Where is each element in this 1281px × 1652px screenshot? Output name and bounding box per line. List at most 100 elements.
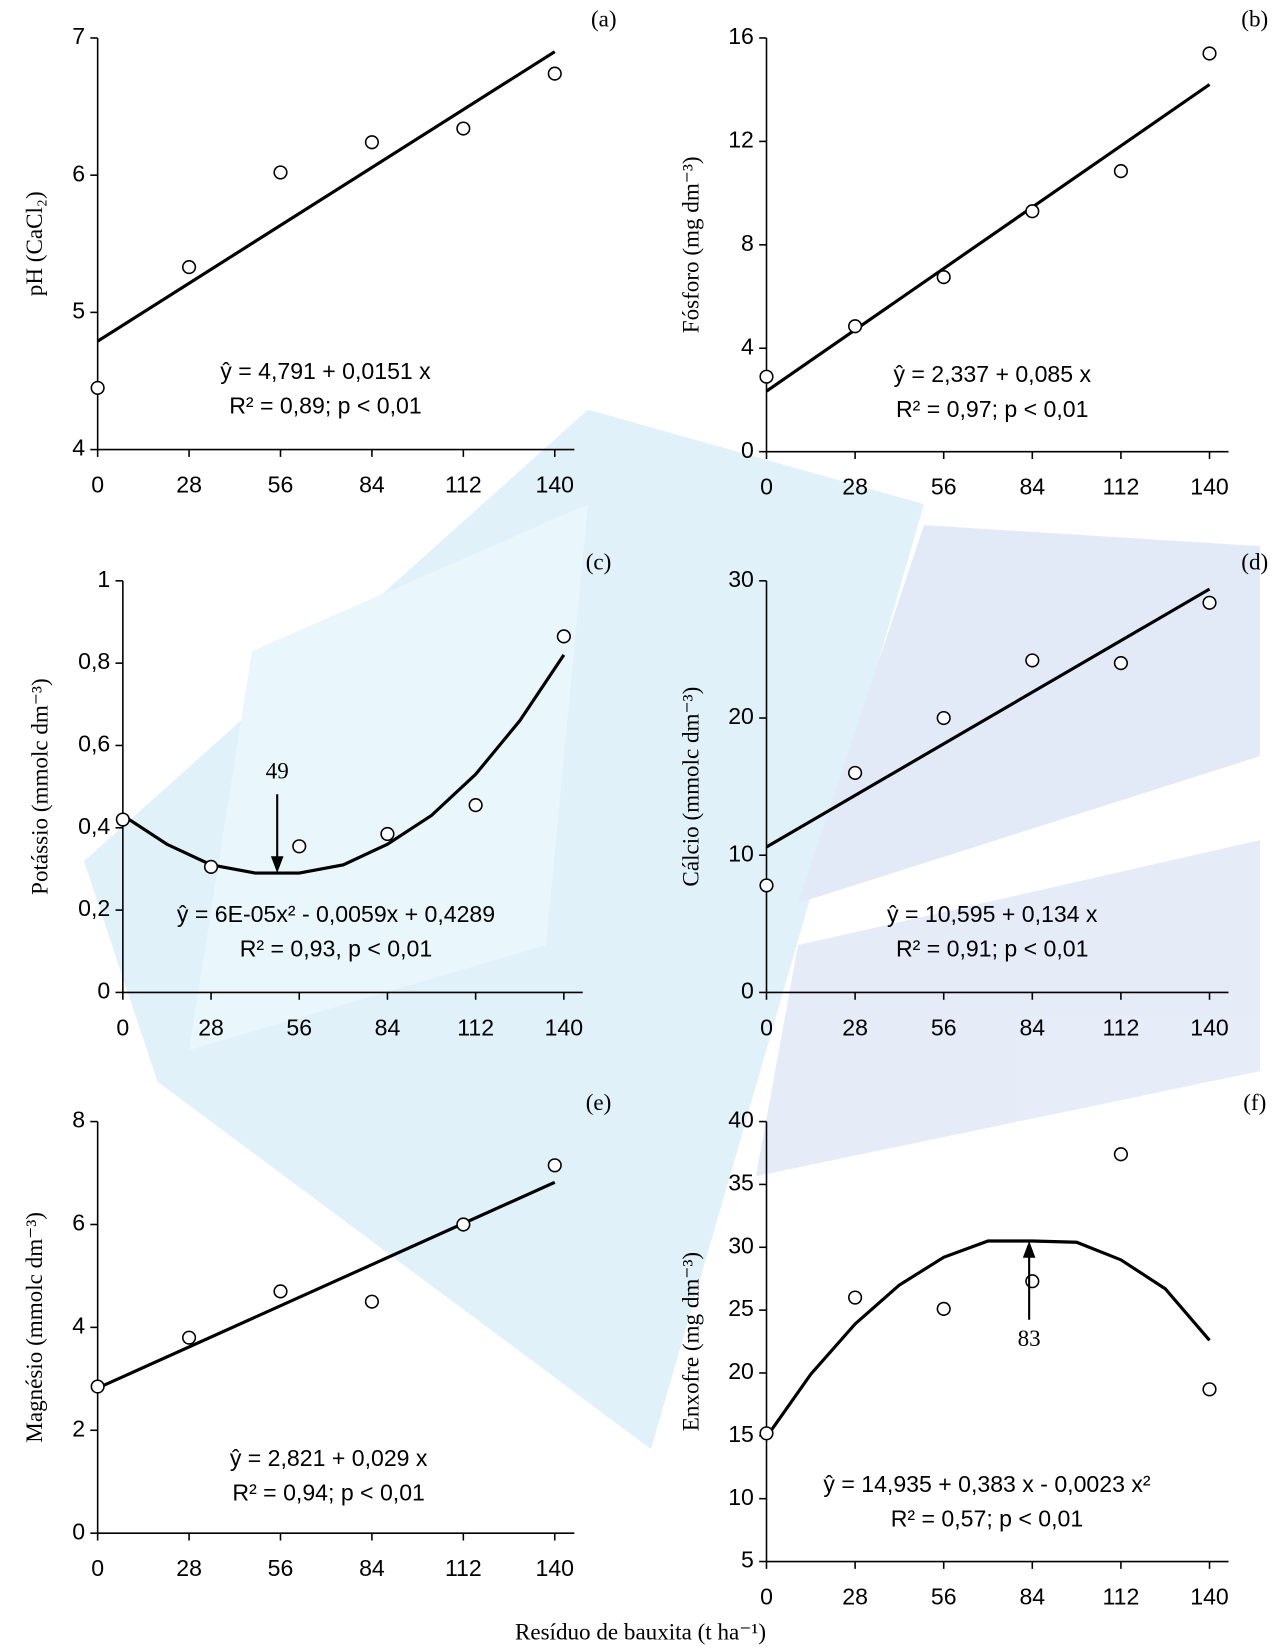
x-tick-label: 56 — [931, 474, 957, 500]
x-tick-label: 140 — [545, 1014, 584, 1040]
x-tick-label: 140 — [536, 471, 575, 497]
data-point — [937, 712, 950, 725]
y-tick-label: 2 — [72, 1415, 85, 1441]
y-tick-label: 5 — [741, 1547, 754, 1573]
y-tick-label: 8 — [72, 1107, 85, 1133]
y-tick-label: 0 — [97, 978, 110, 1004]
y-axis-label: Fósforo (mg dm⁻³) — [677, 156, 703, 333]
x-tick-label: 28 — [842, 1583, 868, 1609]
data-point — [937, 1303, 950, 1316]
y-tick-label: 0 — [72, 1518, 85, 1544]
x-tick-label: 56 — [931, 1014, 957, 1040]
y-tick-label: 40 — [728, 1107, 754, 1133]
x-tick-label: 0 — [760, 474, 773, 500]
panel-label: (b) — [1241, 5, 1268, 31]
data-point — [937, 271, 950, 284]
x-axis-label: Resíduo de bauxita (t ha⁻¹) — [515, 1618, 766, 1644]
x-tick-label: 140 — [536, 1555, 575, 1581]
y-tick-label: 0,8 — [78, 648, 110, 674]
y-tick-label: 4 — [72, 1312, 85, 1338]
data-point — [849, 1291, 862, 1304]
x-tick-label: 84 — [1019, 1014, 1045, 1040]
data-point — [469, 799, 482, 812]
data-point — [558, 630, 571, 643]
annotation-label: 83 — [1018, 1325, 1041, 1351]
data-point — [1203, 1383, 1216, 1396]
y-tick-label: 4 — [72, 435, 85, 461]
panel-label: (a) — [591, 5, 617, 31]
panel-label: (e) — [586, 1089, 612, 1115]
x-tick-label: 84 — [1019, 474, 1045, 500]
data-point — [760, 1427, 773, 1440]
fit-stats: R² = 0,89; p < 0,01 — [229, 393, 421, 419]
data-point — [117, 813, 130, 826]
y-tick-label: 0 — [741, 437, 754, 463]
x-tick-label: 112 — [445, 1555, 482, 1581]
x-tick-label: 140 — [1190, 474, 1229, 500]
y-axis-label: Magnésio (mmolc dm⁻³) — [21, 1212, 47, 1443]
fit-stats: R² = 0,97; p < 0,01 — [896, 396, 1088, 422]
x-tick-label: 28 — [842, 1014, 868, 1040]
data-point — [183, 261, 196, 274]
data-point — [1026, 1275, 1039, 1288]
fit-stats: R² = 0,91; p < 0,01 — [896, 936, 1088, 962]
data-point — [457, 122, 470, 135]
y-tick-label: 8 — [741, 230, 754, 256]
data-point — [274, 166, 287, 179]
x-tick-label: 28 — [176, 1555, 202, 1581]
x-tick-label: 28 — [842, 474, 868, 500]
data-point — [1115, 1148, 1128, 1161]
annotation-label: 49 — [266, 758, 289, 784]
data-point — [849, 767, 862, 780]
y-tick-label: 15 — [728, 1421, 754, 1447]
data-point — [274, 1285, 287, 1298]
fit-line — [767, 85, 1210, 392]
x-tick-label: 0 — [760, 1014, 773, 1040]
data-point — [366, 136, 379, 149]
panel-label: (d) — [1241, 548, 1268, 574]
data-point — [91, 1380, 104, 1393]
x-tick-label: 56 — [931, 1583, 957, 1609]
data-point — [91, 382, 104, 395]
x-tick-label: 140 — [1190, 1583, 1229, 1609]
data-point — [548, 1159, 561, 1172]
x-tick-label: 112 — [1103, 474, 1140, 500]
x-tick-label: 84 — [359, 471, 385, 497]
data-point — [1115, 657, 1128, 670]
x-tick-label: 112 — [457, 1014, 494, 1040]
data-point — [1115, 165, 1128, 178]
panel-label: (f) — [1243, 1089, 1266, 1115]
x-tick-label: 0 — [116, 1014, 129, 1040]
y-axis-label: Cálcio (mmolc dm⁻³) — [677, 687, 703, 887]
fit-stats: R² = 0,57; p < 0,01 — [891, 1506, 1083, 1532]
data-point — [293, 840, 306, 853]
watermark — [84, 410, 1260, 1450]
data-point — [457, 1218, 470, 1231]
y-tick-label: 0,2 — [78, 895, 110, 921]
equation: ŷ = 14,935 + 0,383 x - 0,0023 x² — [823, 1471, 1150, 1497]
data-point — [381, 828, 394, 841]
y-axis-label: Potássio (mmolc dm⁻³) — [26, 678, 52, 895]
data-point — [1026, 654, 1039, 667]
x-tick-label: 28 — [176, 471, 202, 497]
y-tick-label: 10 — [728, 840, 754, 866]
panel-label: (c) — [586, 548, 612, 574]
x-tick-label: 84 — [1019, 1583, 1045, 1609]
x-tick-label: 0 — [91, 1555, 104, 1581]
fit-line — [767, 1241, 1210, 1437]
x-tick-label: 0 — [760, 1583, 773, 1609]
y-tick-label: 0,6 — [78, 731, 110, 757]
fit-stats: R² = 0,94; p < 0,01 — [232, 1479, 424, 1505]
y-tick-label: 20 — [728, 703, 754, 729]
data-point — [205, 861, 218, 874]
equation: ŷ = 2,821 + 0,029 x — [230, 1445, 428, 1471]
equation: ŷ = 2,337 + 0,085 x — [893, 361, 1091, 387]
x-tick-label: 56 — [268, 471, 294, 497]
y-tick-label: 25 — [728, 1295, 754, 1321]
y-tick-label: 6 — [72, 1210, 85, 1236]
y-tick-label: 35 — [728, 1170, 754, 1196]
y-tick-label: 7 — [72, 23, 85, 49]
y-tick-label: 10 — [728, 1484, 754, 1510]
x-tick-label: 112 — [445, 471, 482, 497]
fit-line — [98, 52, 555, 341]
